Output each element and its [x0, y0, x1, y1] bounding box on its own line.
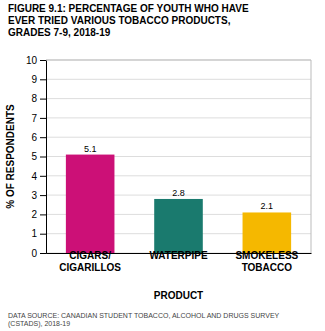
data-label: 2.1 [261, 201, 274, 211]
bar [243, 212, 292, 253]
tick: CIGARS/CIGARILLOS [59, 250, 121, 273]
x-axis-title: PRODUCT [154, 290, 203, 301]
frame [311, 60, 312, 253]
tick-mark [40, 60, 46, 61]
tick: 8 [31, 93, 46, 104]
data-label: 5.1 [84, 144, 97, 154]
text-line: DATA SOURCE: CANADIAN STUDENT TOBACCO, A… [8, 312, 280, 319]
bars [66, 155, 291, 253]
footnote: DATA SOURCE: CANADIAN STUDENT TOBACCO, A… [8, 312, 280, 328]
tick-mark [40, 253, 46, 254]
tick-label: 1 [31, 228, 37, 239]
tick-mark [40, 118, 46, 119]
tick: 2 [31, 209, 46, 220]
grid-line [46, 60, 311, 61]
data-label: 2.8 [172, 188, 185, 198]
tick: 4 [31, 171, 46, 182]
text-line: (CSTADS), 2018-19 [8, 320, 70, 328]
tick: SMOKELESSTOBACCO [235, 250, 298, 273]
data-labels: 5.1 2.8 2.1 [84, 144, 273, 212]
grid-line [46, 98, 311, 99]
grid [46, 60, 311, 253]
tick-label: 5 [31, 151, 37, 162]
text-line: CIGARILLOS [59, 262, 121, 273]
plot: 0 1 2 3 4 5 6 7 8 9 10 CIGARS/CIGARILLOS WATERPIPE SM… [5, 55, 312, 301]
text-line: CIGARS/ [69, 250, 111, 261]
axis-line [40, 61, 47, 254]
text-line: TOBACCO [242, 262, 293, 273]
text-line: SMOKELESS [235, 250, 298, 261]
grid-line [46, 117, 311, 118]
tick-label: 2 [31, 209, 37, 220]
tick-label: 6 [31, 132, 37, 143]
bar [66, 155, 115, 253]
tick: 9 [31, 74, 46, 85]
tick-label: 10 [26, 55, 38, 66]
y-axis: 0 1 2 3 4 5 6 7 8 9 10 [26, 55, 47, 259]
tick-label: 0 [31, 248, 37, 259]
tick: 5 [31, 151, 46, 162]
tick-label: 3 [31, 190, 37, 201]
tick-mark [40, 214, 46, 215]
text-line: GRADES 7-9, 2018-19 [8, 27, 111, 38]
tick-label: WATERPIPE [149, 250, 207, 261]
tick: WATERPIPE [149, 250, 207, 261]
tick: 7 [31, 113, 46, 124]
tick: 3 [31, 190, 46, 201]
tick: 6 [31, 132, 46, 143]
y-axis-title: % OF RESPONDENTS [5, 104, 16, 209]
frame [46, 60, 311, 61]
tick-mark [40, 157, 46, 158]
title: FIGURE 9.1: PERCENTAGE OF YOUTH WHO HAVE… [8, 3, 249, 38]
tick: 0 [31, 248, 46, 259]
tick-label: 8 [31, 93, 37, 104]
tick-mark [40, 79, 46, 80]
tick-label: 4 [31, 171, 37, 182]
tick-label: SMOKELESSTOBACCO [235, 250, 298, 273]
tick-mark [40, 176, 46, 177]
text-line: EVER TRIED VARIOUS TOBACCO PRODUCTS, [8, 15, 231, 26]
grid-line [46, 137, 311, 138]
tick: 10 [26, 55, 46, 66]
tick-mark [40, 99, 46, 100]
bar [154, 199, 203, 253]
tick-label: 7 [31, 113, 37, 124]
tick-label: CIGARS/CIGARILLOS [59, 250, 121, 273]
text-line: FIGURE 9.1: PERCENTAGE OF YOUTH WHO HAVE [8, 3, 249, 14]
x-axis: CIGARS/CIGARILLOS WATERPIPE SMOKELESSTOBAC… [47, 250, 312, 273]
tick-label: 9 [31, 74, 37, 85]
grid-line [46, 79, 311, 80]
chart: FIGURE 9.1: PERCENTAGE OF YOUTH WHO HAVE… [0, 0, 325, 331]
tick-mark [40, 195, 46, 196]
tick-mark [40, 234, 46, 235]
tick: 1 [31, 228, 46, 239]
tick-mark [40, 137, 46, 138]
text-line: WATERPIPE [149, 250, 207, 261]
